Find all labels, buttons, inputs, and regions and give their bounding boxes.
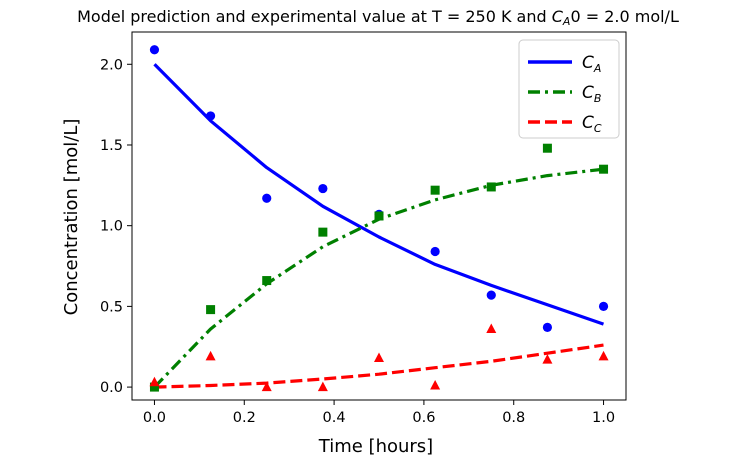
y-tick-label: 0.5 — [100, 299, 123, 315]
legend-label-a: CA — [582, 53, 601, 75]
data-point-square — [542, 143, 552, 153]
data-point-triangle — [205, 350, 216, 361]
data-point-circle — [486, 290, 496, 300]
chart-title: Model prediction and experimental value … — [77, 7, 679, 28]
data-point-square — [262, 276, 272, 286]
data-point-triangle — [598, 350, 609, 361]
data-point-triangle — [374, 352, 384, 363]
legend-label-c: CC — [582, 113, 602, 135]
data-point-circle — [262, 193, 272, 203]
data-point-square — [430, 185, 440, 195]
data-point-triangle — [261, 381, 272, 392]
x-axis-label: Time [hours] — [318, 436, 433, 457]
x-tick-label: 0.8 — [502, 410, 525, 426]
legend-label-b: CB — [582, 83, 601, 105]
data-point-square — [374, 211, 384, 221]
chart-title-ca: C — [552, 7, 564, 26]
data-point-circle — [542, 322, 553, 332]
y-tick-label: 2.0 — [100, 57, 123, 73]
series-line-a — [153, 63, 605, 326]
plot-area: 0.0 0.2 0.4 0.6 0.8 1.0 0.0 0.5 1.0 1.5 2.0 CA CB CC — [100, 31, 627, 426]
series-line-c — [154, 343, 604, 389]
plot-frame — [131, 31, 627, 401]
chart-title-ca-sub: A — [562, 15, 571, 28]
x-tick-label: 1.0 — [592, 410, 615, 426]
data-point-triangle — [430, 379, 441, 390]
data-point-triangle — [149, 376, 160, 387]
data-point-circle — [205, 111, 216, 121]
y-tick-label: 1.0 — [100, 219, 123, 235]
data-point-square — [206, 305, 216, 315]
data-point-square — [486, 182, 496, 192]
legend-box — [518, 39, 620, 139]
data-point-triangle — [317, 381, 328, 392]
x-tick-label: 0.6 — [412, 410, 435, 426]
chart-title-main: Model prediction and experimental value … — [77, 7, 552, 26]
data-point-circle — [598, 301, 609, 311]
data-point-square — [318, 227, 328, 237]
y-tick-label: 0.0 — [100, 380, 123, 396]
y-tick-label: 1.5 — [100, 138, 123, 154]
data-point-triangle — [486, 323, 497, 333]
data-point-circle — [430, 246, 440, 257]
data-point-circle — [318, 183, 328, 194]
data-point-circle — [149, 45, 160, 55]
data-point-square — [149, 382, 159, 392]
legend: CA CB CC — [518, 39, 620, 139]
data-point-triangle — [542, 354, 553, 364]
x-tick-label: 0.0 — [143, 410, 166, 426]
data-point-square — [599, 164, 609, 174]
x-tick-label: 0.4 — [323, 410, 346, 426]
y-axis-label: Concentration [mol/L] — [61, 119, 82, 316]
chart-title-tail: 0 = 2.0 mol/L — [570, 7, 679, 26]
x-tick-label: 0.2 — [233, 410, 256, 426]
